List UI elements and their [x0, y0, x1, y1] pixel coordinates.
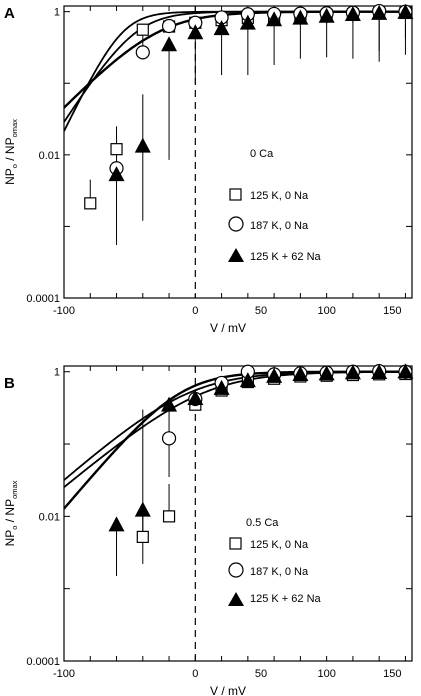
panel-a-x-tick-label: 0 — [192, 305, 198, 317]
panel-a-legend-circle-marker — [228, 216, 244, 232]
panel-b-y-axis-title-part: / NP — [3, 499, 17, 526]
panel-b-point-triangle — [187, 389, 204, 405]
panel-a-axes-frame — [63, 5, 413, 299]
panel-b-x-tick-label: -100 — [53, 668, 75, 680]
panel-b-legend-title: 0.5 Ca — [246, 517, 279, 529]
panel-b-legend-circle-marker — [228, 562, 244, 578]
panel-a-point-triangle — [187, 24, 204, 40]
panel-b-fit-curve-circle — [64, 370, 412, 481]
panel-a-point-triangle — [397, 3, 414, 19]
panel-a-y-tick-label: 1 — [54, 7, 60, 19]
panel-b-y-tick-label: 0.0001 — [26, 656, 60, 668]
panel-a-point-circle — [161, 18, 177, 34]
panel-a-legend-label-2: 187 K, 0 Na — [250, 220, 309, 232]
panel-b-point-triangle — [266, 367, 283, 383]
panel-a-point-triangle — [161, 36, 178, 52]
panel-a-point-triangle — [344, 5, 361, 21]
panel-a-y-axis-title: NPo / NPomax — [3, 119, 19, 185]
panel-b-point-triangle — [318, 365, 335, 381]
panel-a-x-axis-title: V / mV — [210, 321, 246, 335]
panel-b-legend: 0.5 Ca 125 K, 0 Na 187 K, 0 Na 125 K + 6… — [228, 517, 322, 606]
panel-a-legend: 0 Ca 125 K, 0 Na 187 K, 0 Na 125 K + 62 … — [228, 148, 322, 263]
panel-a-legend-triangle-marker — [228, 248, 244, 262]
panel-b-point-circle — [161, 431, 177, 446]
panel-b-point-triangle — [239, 372, 256, 388]
panel-b-x-tick-label: 50 — [255, 668, 267, 680]
panel-b-fit-curve-square — [64, 370, 412, 488]
panel-a-y-axis-title-part: NP — [3, 168, 17, 185]
panel-b-legend-triangle-marker — [228, 592, 244, 606]
panel-a-x-tick-label: 150 — [383, 305, 401, 317]
panel-a-point-triangle — [266, 11, 283, 27]
panel-a-point-square — [136, 23, 149, 36]
panel-b-point-square — [136, 530, 149, 544]
panel-a-x-tick-label: 100 — [317, 305, 335, 317]
panel-b-point-triangle — [108, 516, 125, 532]
panel-a-point-circle — [135, 45, 150, 60]
panel-b-point-triangle — [213, 379, 230, 395]
panel-b-y-axis-title: NPo / NPomax — [3, 480, 19, 546]
panel-a-point-square — [84, 197, 97, 210]
panel-b-point-triangle — [344, 364, 361, 380]
panel-b-letter: B — [4, 375, 15, 392]
panel-b-legend-label-3: 125 K + 62 Na — [250, 593, 322, 605]
panel-a-point-square — [110, 143, 123, 156]
panel-a-y-axis-title-part: omax — [10, 119, 19, 138]
panel-b-point-square — [162, 510, 176, 523]
panel-a-legend-label-3: 125 K + 62 Na — [250, 251, 322, 263]
panel-a-x-tick-label: -100 — [53, 305, 75, 317]
panel-b-fit-curve-triangle — [64, 370, 412, 510]
panel-b-x-tick-label: 100 — [317, 668, 335, 680]
panel-a-point-triangle — [134, 137, 151, 153]
panel-a-plot: -100 0 50 100 150 0.0001 0.01 1 V / mV NPo / NPom… — [3, 3, 414, 335]
panel-b-point-triangle — [161, 396, 178, 412]
panel-b-y-tick-label: 1 — [54, 367, 60, 379]
panel-b-plot: -100 0 50 100 150 0.0001 0.01 1 V / mV NPo / NPom… — [3, 363, 414, 696]
panel-a-point-triangle — [292, 9, 309, 25]
panel-a-legend-square-marker — [229, 188, 242, 201]
panel-a: A -100 0 50 100 150 0.0001 0.01 1 V / mV NPo / NP… — [3, 3, 414, 335]
panel-a-x-tick-label: 50 — [255, 305, 267, 317]
panel-a-point-triangle — [213, 20, 230, 36]
panel-b-legend-square-marker — [229, 537, 242, 550]
panel-b-y-axis-title-part: omax — [10, 480, 19, 499]
panel-a-legend-title: 0 Ca — [250, 148, 274, 160]
panel-b-point-triangle — [371, 364, 388, 380]
panel-b-point-triangle — [292, 366, 309, 382]
panel-a-fit-curve-circle — [64, 10, 412, 123]
panel-a-point-triangle — [108, 166, 125, 182]
panel-a-point-triangle — [371, 4, 388, 20]
panel-b-x-tick-label: 0 — [192, 668, 198, 680]
panel-b-y-tick-label: 0.01 — [39, 511, 60, 523]
panel-b-legend-label-1: 125 K, 0 Na — [250, 539, 309, 551]
panel-a-letter: A — [4, 5, 15, 22]
panel-a-y-axis-title-part: / NP — [3, 137, 17, 164]
panel-b-x-tick-label: 150 — [383, 668, 401, 680]
panel-b-y-axis-title-part: o — [10, 526, 19, 530]
panel-a-y-tick-label: 0.01 — [39, 150, 60, 162]
panel-b: B -100 0 50 100 150 0.0001 0.01 1 V / mV NPo / NP… — [3, 363, 414, 696]
panel-b-y-axis-title-part: NP — [3, 530, 17, 547]
panel-b-x-axis-title: V / mV — [210, 684, 246, 696]
panel-a-point-triangle — [239, 14, 256, 30]
panel-a-y-axis-title-part: o — [10, 164, 19, 168]
panel-a-legend-label-1: 125 K, 0 Na — [250, 190, 309, 202]
panel-a-point-triangle — [318, 7, 335, 23]
panel-b-legend-label-2: 187 K, 0 Na — [250, 566, 309, 578]
panel-b-point-triangle — [397, 363, 414, 379]
panel-a-fit-curve-square — [64, 10, 412, 132]
panel-a-fit-curve-triangle — [64, 10, 412, 109]
panel-b-axes-frame — [63, 365, 413, 662]
panel-b-point-triangle — [134, 501, 151, 517]
panel-a-y-tick-label: 0.0001 — [26, 293, 60, 305]
